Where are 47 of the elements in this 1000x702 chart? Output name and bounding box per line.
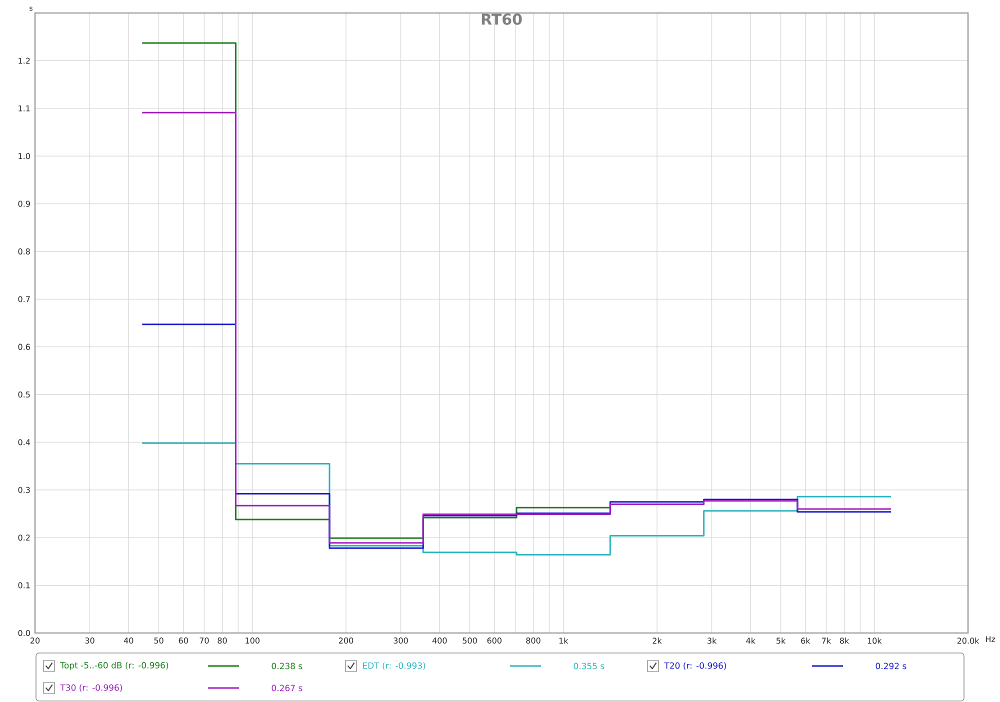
text: Topt -5..-60 dB (r: -0.996) (60, 662, 168, 670)
x-tick-label: 30 (85, 638, 94, 644)
x-tick-label: 300 (394, 638, 408, 644)
x-tick-label: 50 (154, 638, 164, 644)
y-tick-label: 0.3 (18, 486, 30, 493)
y-tick-label: 1.1 (18, 105, 30, 112)
text: T30 (r: -0.996) (60, 684, 122, 692)
y-tick-label: 0.5 (18, 392, 30, 398)
text: 0.355 s (574, 662, 604, 670)
y-tick-label: 1.2 (18, 58, 30, 64)
y-tick-label: 0.4 (18, 439, 30, 446)
x-tick-label: 800 (526, 638, 540, 644)
y-tick-label: 1.0 (18, 153, 30, 160)
x-tick-label: 4k (746, 638, 756, 644)
chart-title: RT60 (482, 14, 522, 25)
x-tick-label: 8k (840, 638, 850, 644)
x-tick-label: 5k (776, 638, 786, 644)
y-tick-label: 0.7 (18, 296, 30, 302)
y-tick-label: 0.2 (18, 534, 30, 541)
x-tick-label: 70 (200, 638, 209, 644)
y-tick-label: 0.8 (18, 248, 30, 254)
x-tick-label: 400 (432, 638, 447, 644)
x-tick-label: 80 (218, 638, 227, 644)
text: 0.238 s (272, 662, 302, 670)
x-tick-label: 600 (487, 638, 502, 644)
x-tick-label: 40 (124, 638, 134, 644)
x-tick-label: 20 (30, 638, 40, 644)
text: T20 (r: -0.996) (664, 662, 726, 670)
y-tick-label: 0.0 (18, 630, 30, 636)
text: 0.292 s (876, 662, 906, 670)
x-tick-label: 7k (822, 638, 832, 644)
x-tick-label: 1k (559, 638, 568, 644)
x-tick-label: 20.0k (957, 638, 980, 644)
text: EDT (r: -0.993) (363, 662, 426, 670)
x-axis-title: Hz (986, 636, 996, 642)
text: 0.267 s (272, 684, 302, 692)
y-tick-label: 0.9 (18, 200, 30, 207)
y-tick-label: 0.1 (18, 582, 30, 588)
x-tick-label: 200 (338, 638, 354, 644)
x-tick-label: 6k (801, 638, 810, 644)
x-tick-label: 100 (246, 638, 260, 644)
x-tick-label: 2k (652, 638, 662, 644)
y-tick-label: 0.6 (18, 344, 30, 350)
x-tick-label: 10k (868, 638, 882, 644)
x-tick-label: 60 (178, 638, 188, 644)
x-tick-label: 3k (708, 638, 717, 644)
x-tick-label: 500 (462, 638, 477, 644)
